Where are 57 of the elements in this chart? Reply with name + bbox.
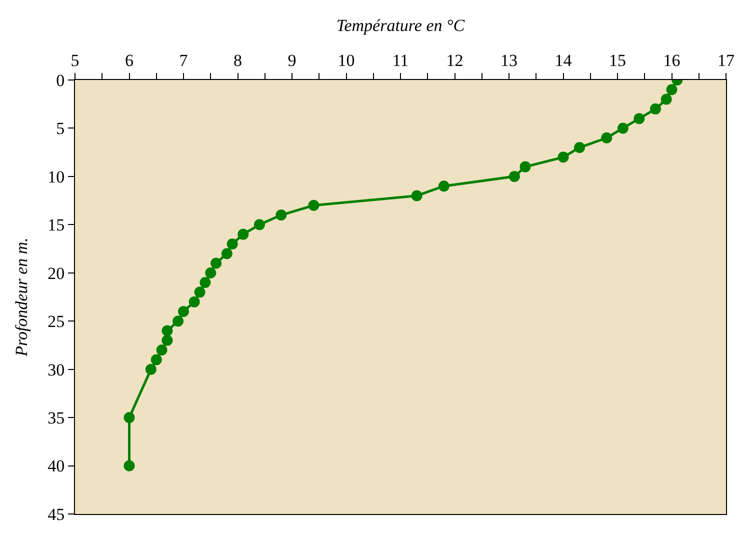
point [194, 286, 206, 298]
point [660, 94, 672, 105]
y-tick-label: 5 [56, 119, 65, 138]
y-tick-label: 30 [48, 360, 65, 380]
point [650, 103, 661, 114]
point [200, 277, 211, 288]
point [508, 170, 520, 182]
point [221, 248, 232, 260]
point [411, 190, 422, 202]
x-axis-title: Température en °C [336, 16, 466, 35]
point [438, 180, 450, 192]
y-tick-label: 25 [48, 312, 65, 332]
x-tick-label: 16 [663, 51, 680, 70]
point [124, 412, 135, 424]
x-tick-label: 13 [500, 51, 518, 70]
point [558, 152, 569, 163]
x-tick-label: 12 [446, 51, 464, 70]
y-axis-title: Profondeur en m. [12, 238, 32, 358]
point [254, 219, 265, 230]
x-tick-label: 7 [179, 51, 188, 70]
point [162, 325, 173, 336]
point [145, 364, 156, 375]
point [634, 113, 645, 124]
y-tick-label: 35 [48, 408, 65, 428]
x-tick-label: 8 [234, 51, 242, 70]
point [601, 132, 612, 144]
point [210, 258, 222, 269]
point [276, 210, 287, 221]
y-tick-label: 0 [56, 70, 65, 90]
y-tick-label: 20 [48, 264, 65, 283]
point [162, 334, 173, 346]
point [226, 238, 238, 250]
point [574, 142, 586, 154]
x-tick-label: 17 [718, 51, 735, 70]
x-tick-label: 5 [70, 51, 80, 70]
x-tick-label: 6 [125, 51, 134, 70]
point [178, 306, 189, 317]
y-tick-label: 40 [48, 456, 65, 476]
x-tick-label: 14 [554, 51, 572, 70]
y-tick-label: 10 [48, 167, 65, 186]
point [520, 161, 531, 172]
point [205, 267, 216, 278]
point [124, 460, 135, 472]
x-tick-label: 10 [338, 51, 355, 70]
point [666, 84, 678, 96]
x-tick-label: 9 [288, 51, 296, 70]
x-tick-label: 15 [609, 51, 626, 70]
x-tick-label: 11 [392, 51, 409, 70]
point [150, 354, 162, 366]
point [188, 296, 200, 308]
point [238, 228, 249, 240]
point [617, 122, 628, 134]
y-tick-label: 45 [48, 504, 65, 524]
point [156, 344, 168, 356]
point [172, 316, 184, 327]
y-tick-label: 15 [48, 216, 65, 235]
point [308, 200, 320, 211]
